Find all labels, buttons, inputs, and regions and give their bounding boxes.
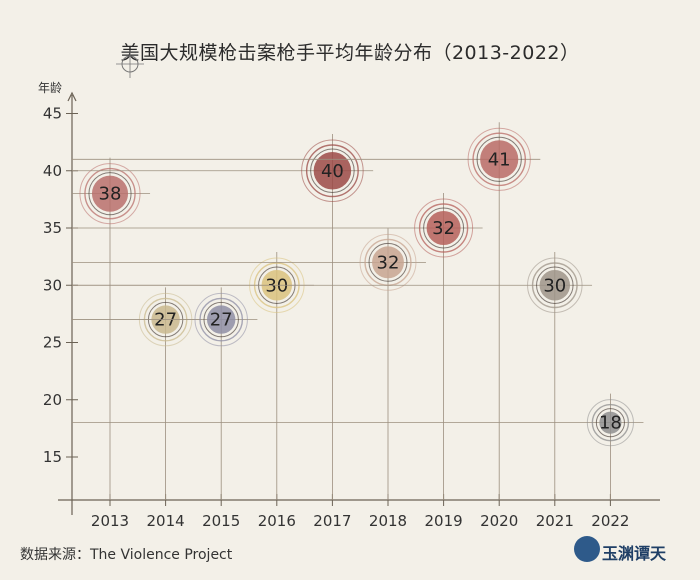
- y-tick-label: 20: [43, 391, 62, 409]
- x-tick-label: 2020: [480, 512, 518, 530]
- logo: 玉渊谭天: [572, 534, 692, 566]
- data-label: 27: [210, 310, 233, 331]
- inner-ring: [310, 148, 355, 193]
- y-tick-label: 45: [43, 105, 62, 123]
- middle-ring: [472, 132, 527, 187]
- inner-ring: [476, 136, 522, 182]
- outer-ring: [527, 257, 583, 313]
- x-tick-label: 2016: [258, 512, 296, 530]
- middle-ring: [84, 167, 136, 220]
- inner-ring: [423, 207, 465, 249]
- x-tick-label: 2013: [91, 512, 129, 530]
- outer-ring: [301, 139, 364, 202]
- bubble-fill: [599, 411, 622, 434]
- logo-text: 玉渊谭天: [602, 544, 667, 563]
- data-source: 数据来源：The Violence Project: [20, 547, 233, 563]
- inner-ring: [88, 172, 132, 216]
- y-tick-label: 25: [43, 334, 62, 352]
- y-tick-label: 35: [43, 219, 62, 237]
- axes: 年龄 15 20 25 30 35 40 45 2013 2014 2015 2016 2017 2018…: [38, 50, 660, 530]
- outer-ring: [79, 163, 141, 225]
- bubble-2017: 40: [72, 134, 374, 500]
- y-axis-arrow: [67, 91, 77, 102]
- middle-ring: [199, 297, 244, 342]
- data-label: 30: [543, 275, 566, 296]
- x-tick-label: 2017: [313, 512, 351, 530]
- data-label: 30: [265, 275, 288, 296]
- crosshair-icon: [116, 50, 144, 78]
- bubble-2015: 27: [72, 287, 258, 500]
- bubble-2020: 41: [72, 122, 541, 500]
- x-tick-label: 2022: [591, 512, 629, 530]
- x-tick-label: 2019: [425, 512, 463, 530]
- outer-ring: [359, 233, 417, 291]
- outer-ring: [467, 127, 531, 191]
- bubble-fill: [539, 270, 571, 301]
- chart-title: 美国大规模枪击案枪手平均年龄分布（2013-2022）: [120, 42, 580, 64]
- y-tick-label: 30: [43, 276, 62, 294]
- y-tick-label: 15: [43, 448, 62, 466]
- data-label: 27: [154, 310, 177, 331]
- x-tick-label: 2014: [147, 512, 185, 530]
- bubble-2019: 32: [72, 193, 483, 500]
- inner-ring: [536, 266, 574, 304]
- data-label: 40: [321, 161, 344, 182]
- middle-ring: [418, 203, 469, 253]
- inner-ring: [368, 242, 408, 282]
- bubbles: 38 27 27 30 40 32 32 41 30 18: [72, 122, 644, 500]
- bubble-2022: 18: [72, 393, 644, 500]
- bubble-fill: [480, 140, 519, 179]
- bubble-fill: [207, 305, 236, 334]
- inner-ring: [203, 301, 239, 338]
- data-label: 32: [432, 218, 455, 239]
- x-tick-label: 2018: [369, 512, 407, 530]
- data-label: 41: [488, 149, 511, 170]
- bubble-fill: [313, 152, 352, 190]
- outer-ring: [586, 399, 634, 447]
- middle-ring: [531, 262, 578, 309]
- data-label: 38: [99, 184, 122, 205]
- bubble-2021: 30: [72, 252, 593, 500]
- outer-ring: [414, 198, 474, 258]
- bubble-fill: [426, 211, 461, 245]
- data-label: 18: [599, 413, 622, 434]
- y-axis-label: 年龄: [38, 81, 62, 95]
- bubble-fill: [91, 175, 129, 212]
- middle-ring: [305, 144, 359, 198]
- x-tick-label: 2021: [536, 512, 574, 530]
- inner-ring: [595, 408, 625, 438]
- bubble-2018: 32: [72, 228, 426, 500]
- x-tick-label: 2015: [202, 512, 240, 530]
- bubble-fill: [372, 246, 404, 279]
- logo-icon: [574, 536, 600, 562]
- data-label: 32: [377, 252, 400, 273]
- outer-ring: [194, 292, 248, 347]
- y-tick-label: 40: [43, 162, 62, 180]
- middle-ring: [591, 403, 630, 442]
- bubble-2016: 30: [72, 252, 315, 500]
- bubble-2013: 38: [72, 157, 151, 500]
